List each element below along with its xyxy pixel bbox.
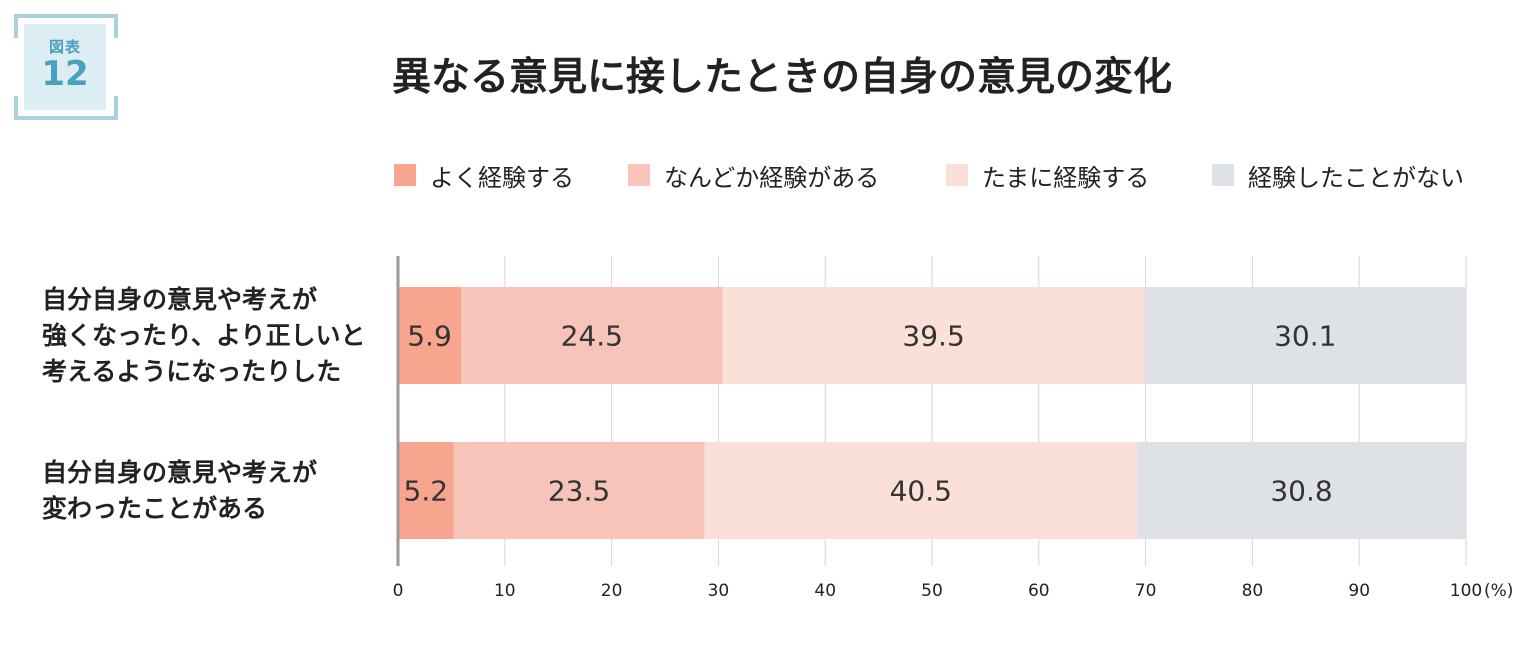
badge-frame-top — [14, 14, 118, 38]
data-label: 30.8 — [1270, 475, 1332, 508]
bar-segment — [398, 442, 454, 539]
badge-number: 12 — [41, 54, 89, 94]
x-tick-label: 70 — [1135, 581, 1157, 601]
x-tick-label: 50 — [921, 581, 943, 601]
bar-segment — [722, 287, 1145, 384]
badge-label: 図表 — [48, 38, 81, 56]
data-label: 39.5 — [902, 320, 964, 353]
category-label-line: 強くなったり、より正しいと — [42, 320, 366, 350]
category-label-line: 考えるようになったりした — [42, 356, 342, 386]
bar-segment — [461, 287, 723, 384]
data-label: 23.5 — [548, 475, 610, 508]
x-tick-label: 80 — [1242, 581, 1264, 601]
legend-label: たまに経験する — [982, 163, 1150, 192]
legend-item: よく経験する — [394, 158, 574, 192]
legend-item: なんどか経験がある — [628, 158, 879, 192]
legend-label: 経験したことがない — [1248, 163, 1464, 192]
chart-title: 異なる意見に接したときの自身の意見の変化 — [392, 55, 1173, 100]
data-label: 5.2 — [404, 475, 449, 508]
data-label: 5.9 — [407, 320, 452, 353]
category-label-line: 自分自身の意見や考えが — [42, 457, 318, 487]
x-tick-label: 40 — [814, 581, 836, 601]
x-tick-label: 90 — [1348, 581, 1370, 601]
legend-label: なんどか経験がある — [664, 163, 880, 192]
bar-segment — [453, 442, 705, 539]
category-label: 自分自身の意見や考えが 変わったことがある — [42, 455, 382, 527]
bar-segment — [398, 287, 462, 384]
bar-segment — [1137, 442, 1466, 539]
category-label-line: 変わったことがある — [42, 493, 268, 523]
data-label: 40.5 — [890, 475, 952, 508]
figure-badge: 図表 12 — [14, 14, 118, 120]
x-tick-label: 20 — [601, 581, 623, 601]
badge-background — [24, 24, 106, 110]
category-label-line: 自分自身の意見や考えが — [42, 284, 318, 314]
x-tick-label: 0 — [393, 581, 404, 601]
bar-segment — [1144, 287, 1466, 384]
data-label: 24.5 — [561, 320, 623, 353]
data-label: 30.1 — [1274, 320, 1336, 353]
x-tick-label: 30 — [708, 581, 730, 601]
x-tick-label: 60 — [1028, 581, 1050, 601]
chart-legend: よく経験する なんどか経験がある たまに経験する 経験したことがない — [0, 158, 1540, 192]
badge-frame-bottom — [14, 96, 118, 120]
bar-segment — [704, 442, 1138, 539]
x-axis-unit: (%) — [1484, 581, 1513, 601]
legend-swatch — [394, 164, 416, 186]
category-label: 自分自身の意見や考えが強くなったり、より正しいと 考えるようになったりした — [42, 282, 382, 390]
legend-swatch — [1212, 164, 1234, 186]
legend-item: たまに経験する — [946, 158, 1149, 192]
x-tick-label: 100 — [1450, 581, 1482, 601]
x-tick-label: 10 — [494, 581, 516, 601]
legend-swatch — [946, 164, 968, 186]
legend-label: よく経験する — [430, 163, 574, 192]
legend-item: 経験したことがない — [1212, 158, 1464, 192]
legend-swatch — [628, 164, 650, 186]
